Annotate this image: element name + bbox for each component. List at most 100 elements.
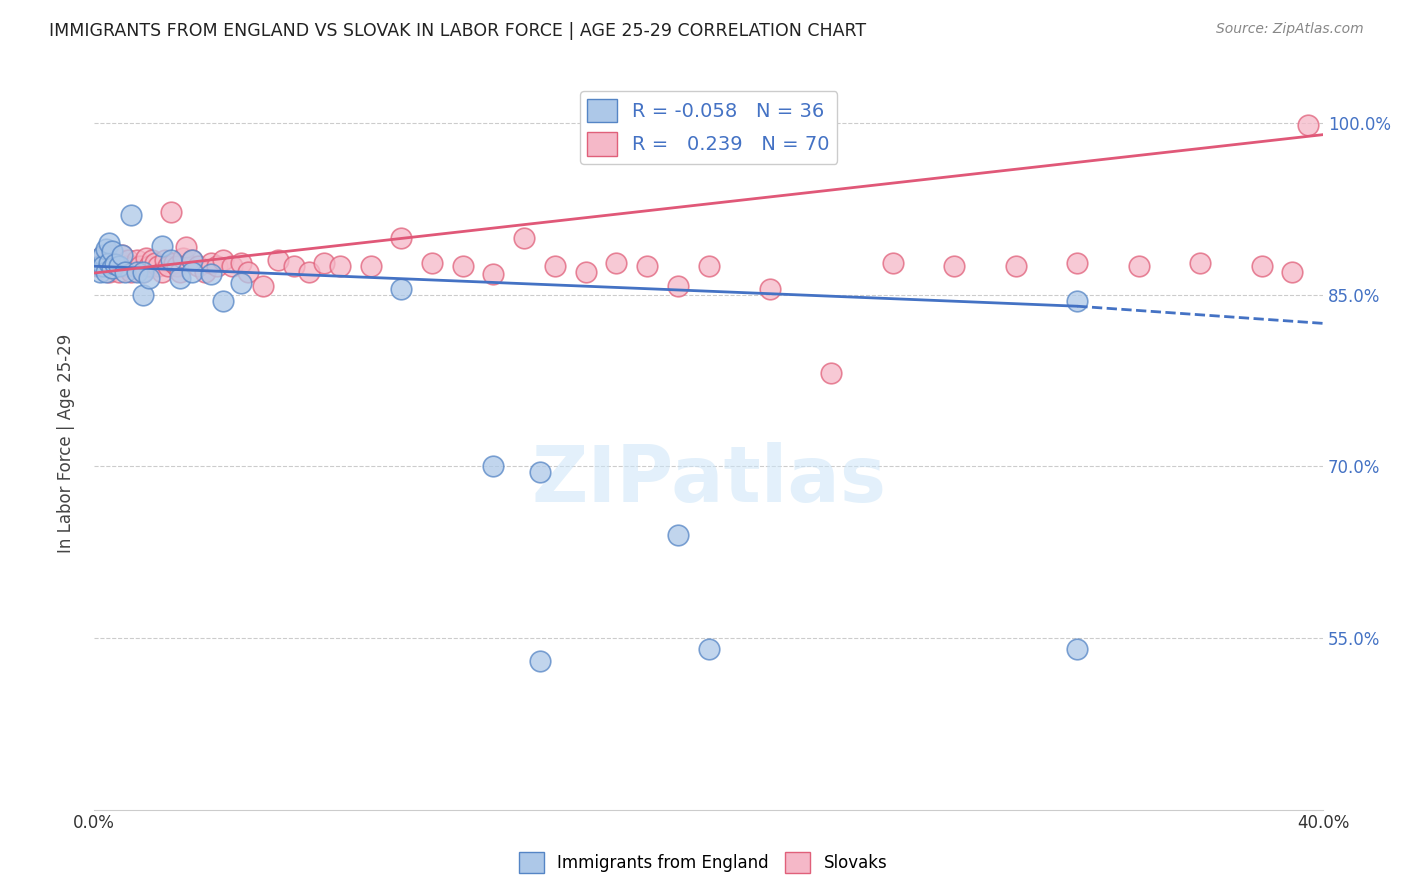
Point [1066,293,1088,308]
Point [114,259,136,273]
Point [943,259,966,273]
Point [1128,259,1150,273]
Point [89,251,111,265]
Legend: R = -0.058   N = 36, R =   0.239   N = 70: R = -0.058 N = 36, R = 0.239 N = 70 [579,91,838,163]
Point [98,265,121,279]
Point [820,366,842,380]
Point [101,261,124,276]
Point [98,256,121,270]
Point [1066,256,1088,270]
Point [122,259,145,273]
Point [1281,265,1303,279]
Text: IMMIGRANTS FROM ENGLAND VS SLOVAK IN LABOR FORCE | AGE 25-29 CORRELATION CHART: IMMIGRANTS FROM ENGLAND VS SLOVAK IN LAB… [49,22,866,40]
Point [267,253,290,268]
Point [666,528,689,542]
Point [98,259,121,273]
Point [697,642,720,657]
Point [169,270,191,285]
Point [138,259,160,273]
Point [110,248,132,262]
Point [86,253,108,268]
Point [141,253,163,268]
Point [150,238,173,252]
Point [1066,642,1088,657]
Point [101,244,124,259]
Point [150,265,173,279]
Point [174,240,197,254]
Point [205,259,228,273]
Point [132,265,155,279]
Point [98,236,121,251]
Point [132,287,155,301]
Point [236,265,259,279]
Point [200,267,222,281]
Point [166,259,188,273]
Point [120,265,142,279]
Point [298,265,321,279]
Point [91,248,114,262]
Point [1189,256,1212,270]
Point [145,256,167,270]
Point [169,265,191,279]
Legend: Immigrants from England, Slovaks: Immigrants from England, Slovaks [512,846,894,880]
Point [329,259,352,273]
Point [636,259,658,273]
Point [482,459,505,474]
Point [159,253,181,268]
Point [86,259,108,273]
Point [181,265,204,279]
Point [882,256,904,270]
Point [89,259,111,273]
Point [172,251,194,265]
Point [200,256,222,270]
Text: ZIPatlas: ZIPatlas [531,442,886,518]
Text: Source: ZipAtlas.com: Source: ZipAtlas.com [1216,22,1364,37]
Point [221,259,243,273]
Point [96,242,118,256]
Point [138,270,160,285]
Point [360,259,382,273]
Point [544,259,567,273]
Point [91,259,114,273]
Point [107,265,129,279]
Point [575,265,598,279]
Point [181,253,204,268]
Point [148,259,170,273]
Point [91,256,114,270]
Point [212,293,235,308]
Y-axis label: In Labor Force | Age 25-29: In Labor Force | Age 25-29 [58,334,75,553]
Point [231,256,253,270]
Point [187,259,209,273]
Point [181,253,204,268]
Point [314,256,336,270]
Point [107,253,129,268]
Point [605,256,627,270]
Point [529,654,551,668]
Point [482,267,505,281]
Point [1296,119,1319,133]
Point [1250,259,1272,273]
Point [513,230,536,244]
Point [96,253,118,268]
Point [163,256,186,270]
Point [193,265,215,279]
Point [283,259,305,273]
Point [697,259,720,273]
Point [666,278,689,293]
Point [104,257,127,271]
Point [89,265,111,279]
Point [212,253,235,268]
Point [759,282,782,296]
Point [125,265,148,279]
Point [451,259,474,273]
Point [132,265,155,279]
Point [117,253,139,268]
Point [389,230,412,244]
Point [135,251,157,265]
Point [101,248,124,262]
Point [389,282,412,296]
Point [110,248,132,262]
Point [1005,259,1028,273]
Point [252,278,274,293]
Point [104,259,127,273]
